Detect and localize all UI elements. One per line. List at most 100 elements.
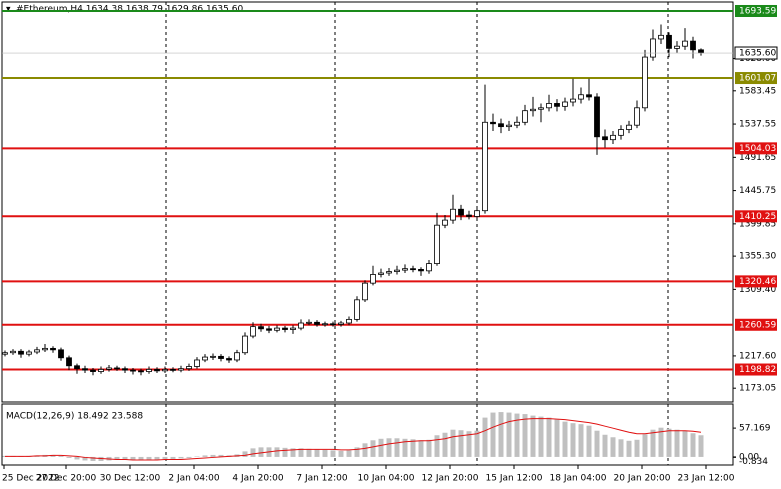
y-tick-label: 1173.05 — [739, 384, 776, 394]
x-tick-label: 10 Jan 04:00 — [358, 474, 415, 484]
macd-bar — [690, 433, 696, 457]
macd-bar — [298, 448, 304, 457]
candle-body — [386, 271, 392, 274]
candle-body — [74, 365, 80, 370]
candle-body — [482, 121, 488, 212]
candle-body — [634, 107, 640, 126]
candle-body — [346, 318, 352, 324]
candle-body — [442, 219, 448, 226]
candle-body — [306, 321, 312, 324]
macd-panel — [1, 403, 734, 466]
macd-bar — [74, 456, 80, 460]
macd-bar — [258, 447, 264, 457]
macd-bar — [146, 456, 152, 460]
macd-bar — [618, 439, 624, 457]
candle-body — [90, 369, 96, 372]
x-tick-label: 20 Jan 20:00 — [614, 474, 671, 484]
candle-body — [522, 110, 528, 123]
x-tick-label: 30 Dec 12:00 — [100, 474, 161, 484]
candle-body — [338, 322, 344, 325]
candle-body — [330, 323, 336, 326]
candle-body — [2, 352, 8, 355]
candle-body — [554, 103, 560, 107]
candle-body — [82, 368, 88, 371]
candle-body — [578, 94, 584, 100]
macd-bar — [202, 455, 208, 457]
candle-body — [290, 327, 296, 330]
macd-bar — [602, 434, 608, 457]
candle-body — [66, 357, 72, 367]
macd-bar — [426, 439, 432, 457]
candle-body — [162, 368, 168, 372]
x-tick-label: 27 Dec 20:00 — [36, 474, 97, 484]
candle-body — [410, 268, 416, 271]
macd-bar — [482, 417, 488, 457]
candle-body — [258, 326, 264, 330]
candle-body — [210, 355, 216, 358]
period-separators — [165, 2, 669, 465]
macd-bar — [154, 456, 160, 460]
candle-body — [50, 347, 56, 351]
price-panel — [1, 1, 734, 403]
candle-body — [10, 350, 16, 354]
candle-body — [58, 349, 64, 359]
level-label: 1320.46 — [739, 277, 776, 287]
macd-bar — [434, 435, 440, 457]
level-label-box — [735, 210, 777, 223]
macd-bar — [546, 417, 552, 457]
candle-body — [186, 366, 192, 370]
candle-body — [234, 352, 240, 361]
y-tick-label: 1491.65 — [739, 153, 776, 163]
macd-bar — [162, 456, 168, 459]
y-tick-label: 1537.55 — [739, 120, 776, 130]
macd-tick-label: 0.00 — [739, 452, 759, 462]
macd-bar — [626, 440, 632, 457]
x-tick-label: 15 Jan 12:00 — [486, 474, 543, 484]
candle-body — [250, 326, 256, 337]
candle-body — [514, 121, 520, 126]
current-price-box — [734, 46, 778, 60]
candle-body — [530, 108, 536, 112]
candle-body — [498, 123, 504, 128]
candle-body — [674, 45, 680, 49]
candle-body — [98, 368, 104, 372]
candle-body — [274, 327, 280, 331]
candle-body — [618, 129, 624, 136]
macd-bar — [354, 447, 360, 457]
macd-bar — [394, 438, 400, 457]
macd-bar — [674, 429, 680, 457]
level-label-box — [735, 363, 777, 376]
candle-body — [226, 358, 232, 361]
level-label-box — [735, 318, 777, 331]
x-tick-label: 12 Jan 20:00 — [422, 474, 479, 484]
candle-body — [18, 350, 24, 355]
macd-bar — [282, 447, 288, 457]
macd-bar — [586, 425, 592, 457]
candle-body — [474, 210, 480, 217]
macd-bar — [538, 416, 544, 457]
candle-body — [642, 56, 648, 109]
macd-bar — [698, 435, 704, 457]
candle-body — [218, 355, 224, 359]
candle-body — [242, 335, 248, 354]
candle-body — [178, 368, 184, 371]
candle-body — [570, 98, 576, 103]
level-label-box — [735, 142, 777, 155]
level-label-box — [735, 72, 777, 85]
y-tick-label: 1445.75 — [739, 186, 776, 196]
macd-bar — [418, 440, 424, 457]
macd-bar — [330, 450, 336, 457]
candle-body — [506, 124, 512, 128]
macd-title: MACD(12,26,9) 18.492 23.588 — [6, 412, 143, 422]
macd-bar — [138, 456, 144, 460]
candle-body — [194, 359, 200, 367]
macd-bar — [370, 440, 376, 457]
level-label: 1410.25 — [739, 212, 776, 222]
level-label: 1198.82 — [739, 365, 776, 375]
candle-body — [394, 269, 400, 272]
candle-body — [690, 40, 696, 51]
chart-title: ▾ — [6, 5, 11, 15]
macd-bar — [170, 456, 176, 459]
